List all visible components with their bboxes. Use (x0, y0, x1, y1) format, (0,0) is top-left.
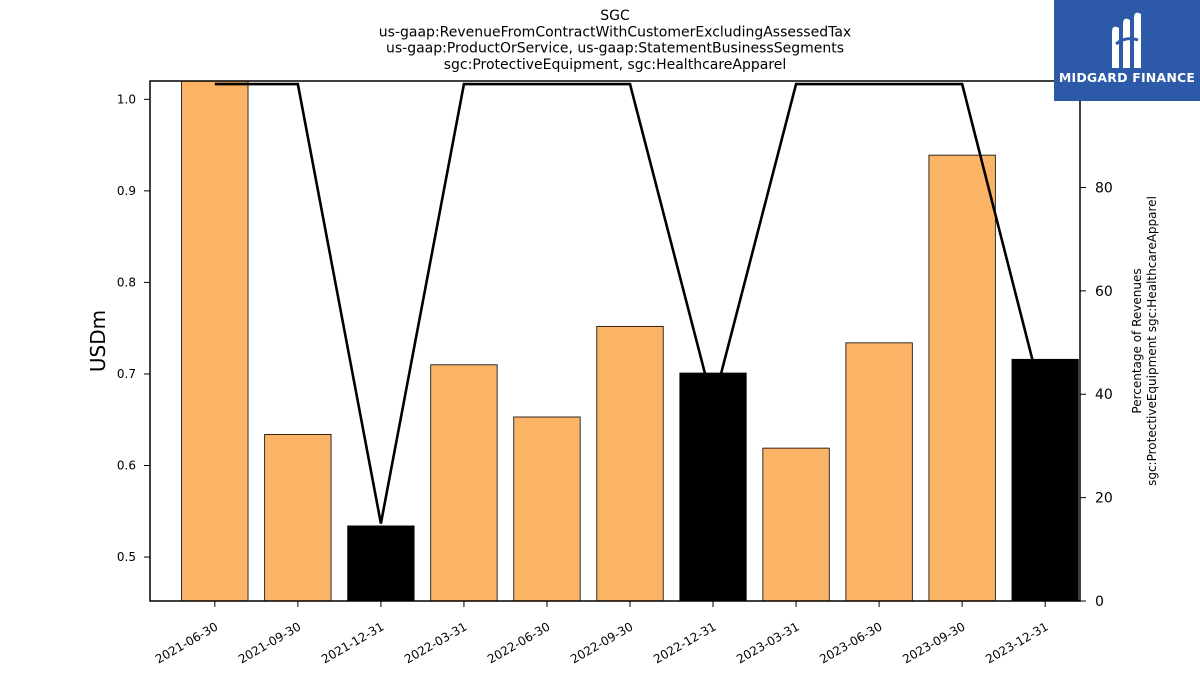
y-tick-label: 0.5 (117, 550, 136, 564)
x-tick-label: 2022-06-30 (485, 619, 552, 666)
bars (181, 80, 1079, 602)
chart-title-line: us-gaap:RevenueFromContractWithCustomerE… (379, 24, 851, 40)
percentage-line (214, 82, 1047, 524)
y-axis-left: 0.5 0.6 0.7 0.8 0.9 1.0 (117, 92, 150, 564)
bar-2023-12-31 (1011, 358, 1079, 602)
x-tick-label: 2023-09-30 (900, 619, 967, 666)
x-tick-label: 2022-03-31 (402, 619, 469, 666)
x-tick-label: 2021-09-30 (236, 619, 303, 666)
x-tick-label: 2022-09-30 (568, 619, 635, 666)
brand-logo: MIDGARD FINANCE (1054, 0, 1200, 101)
y2-tick-label: 80 (1095, 180, 1113, 196)
x-axis: 2021-06-30 2021-09-30 2021-12-31 2022-03-31… (153, 601, 1051, 666)
bar-2023-03-31 (762, 447, 830, 602)
y2-axis-label: Percentage of Revenues sgc:ProtectiveEqui… (1130, 196, 1159, 486)
y2-tick-label: 20 (1095, 491, 1113, 507)
y2-axis-label-line: sgc:ProtectiveEquipment sgc:HealthcareAp… (1145, 196, 1159, 486)
chart-title-line: sgc:ProtectiveEquipment, sgc:HealthcareA… (444, 57, 787, 73)
bar-2023-06-30 (845, 342, 913, 602)
y-axis-right: 020406080100 (1080, 77, 1122, 610)
chart-title: SGCus-gaap:RevenueFromContractWithCustom… (379, 8, 851, 73)
y-tick-label: 1.0 (117, 92, 136, 106)
y-tick-label: 0.7 (117, 367, 136, 381)
y-tick-label: 0.9 (117, 184, 136, 198)
brand-logo-text: MIDGARD FINANCE (1058, 70, 1196, 85)
plot-frame (149, 80, 1081, 602)
chart-title-line: us-gaap:ProductOrService, us-gaap:Statem… (386, 41, 844, 57)
x-tick-label: 2023-12-31 (983, 619, 1050, 666)
y2-tick-label: 60 (1095, 284, 1113, 300)
chart-title-line: SGC (600, 8, 630, 24)
bar-2021-09-30 (264, 433, 332, 602)
bar-2021-12-31 (347, 525, 415, 602)
x-tick-label: 2021-06-30 (153, 619, 220, 666)
y2-tick-label: 40 (1095, 387, 1113, 403)
bar-2022-09-30 (596, 325, 664, 602)
bar-2021-06-30 (181, 80, 249, 602)
y-axis-label: USDm (86, 310, 110, 372)
y-tick-label: 0.8 (117, 275, 136, 289)
x-tick-label: 2022-12-31 (651, 619, 718, 666)
x-tick-label: 2021-12-31 (319, 619, 386, 666)
bar-2022-12-31 (679, 372, 747, 602)
bar-2023-09-30 (928, 154, 996, 602)
y-tick-label: 0.6 (117, 459, 136, 473)
bar-2022-06-30 (513, 416, 581, 602)
y2-axis-label-line: Percentage of Revenues (1130, 268, 1144, 413)
y2-tick-label: 0 (1095, 594, 1104, 610)
x-tick-label: 2023-03-31 (734, 619, 801, 666)
x-tick-label: 2023-06-30 (817, 619, 884, 666)
midgard-logo-icon (1112, 12, 1141, 69)
percentage-line-series (214, 82, 1047, 524)
bar-2022-03-31 (430, 364, 498, 602)
